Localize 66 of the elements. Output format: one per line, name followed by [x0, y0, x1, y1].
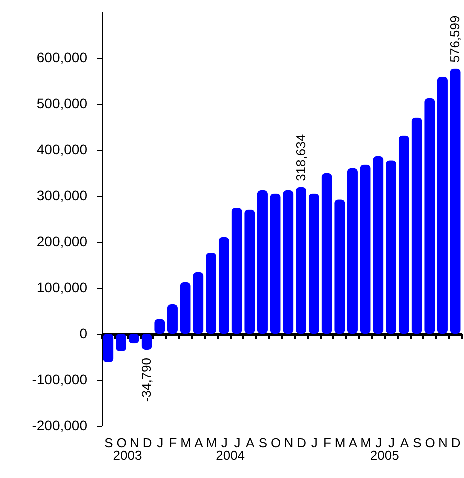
- bar: [244, 210, 256, 334]
- y-tick-label: 500,000: [36, 96, 88, 112]
- bar: [386, 160, 397, 334]
- x-tick-label: A: [348, 436, 358, 450]
- x-tick-label: O: [425, 436, 436, 450]
- x-tick-label: N: [284, 436, 294, 450]
- y-tick-label: 200,000: [36, 234, 88, 250]
- bar: [437, 76, 448, 334]
- bar: [257, 190, 268, 334]
- x-tick-label: A: [194, 436, 204, 450]
- bar: [283, 190, 294, 334]
- x-tick-label: F: [324, 436, 332, 450]
- x-tick-label: O: [271, 436, 282, 450]
- x-tick-label: S: [258, 436, 268, 450]
- bar: [167, 304, 178, 334]
- bar: [360, 164, 371, 334]
- bar: [193, 272, 204, 334]
- text: 2004: [216, 448, 246, 463]
- y-tick-label: 0: [80, 326, 88, 342]
- x-tick-label: J: [376, 436, 382, 450]
- bar: [322, 173, 332, 334]
- bar: [270, 194, 281, 334]
- bar: [424, 98, 436, 334]
- x-tick-label: D: [142, 436, 152, 450]
- bar: [398, 136, 410, 334]
- y-tick-label: -100,000: [32, 372, 88, 388]
- y-tick-label: -200,000: [32, 418, 88, 434]
- bar: [347, 168, 358, 334]
- y-tick-label: 600,000: [36, 50, 88, 66]
- text: 2003: [113, 448, 142, 463]
- x-tick-label: A: [246, 436, 256, 450]
- x-tick-label: J: [157, 436, 164, 450]
- x-tick-label: M: [360, 436, 372, 450]
- x-tick-label: O: [116, 436, 127, 450]
- x-tick-label: N: [438, 436, 448, 450]
- bar: [308, 194, 320, 334]
- bar: [218, 237, 230, 334]
- x-tick-label: J: [311, 436, 318, 450]
- x-tick-label: M: [334, 436, 346, 450]
- bar: [450, 68, 461, 334]
- bar: [412, 118, 422, 334]
- x-tick-label: D: [297, 436, 306, 450]
- data-label: 318,634: [293, 134, 308, 182]
- data-label: -34,790: [139, 358, 154, 402]
- x-tick-label: J: [388, 436, 396, 450]
- y-tick-label: 400,000: [36, 142, 88, 158]
- y-tick-label: 300,000: [36, 188, 88, 204]
- bar: [373, 156, 384, 334]
- bar: [180, 282, 191, 334]
- y-tick-label: 100,000: [36, 280, 88, 296]
- bar: [232, 208, 242, 334]
- x-tick-label: N: [130, 436, 140, 450]
- x-tick-label: S: [413, 436, 422, 450]
- bar: [296, 187, 307, 334]
- x-tick-label: D: [451, 436, 461, 450]
- x-tick-label: F: [169, 436, 178, 450]
- x-tick-label: M: [180, 436, 192, 450]
- x-tick-label: M: [206, 436, 218, 450]
- x-tick-label: A: [400, 436, 410, 450]
- text: 2005: [370, 448, 400, 463]
- x-tick-label: J: [221, 436, 228, 450]
- bar: [206, 253, 217, 334]
- x-tick-label: J: [234, 436, 241, 450]
- bar: [334, 200, 346, 334]
- data-label: 576,599: [448, 16, 463, 63]
- x-tick-label: S: [104, 436, 114, 450]
